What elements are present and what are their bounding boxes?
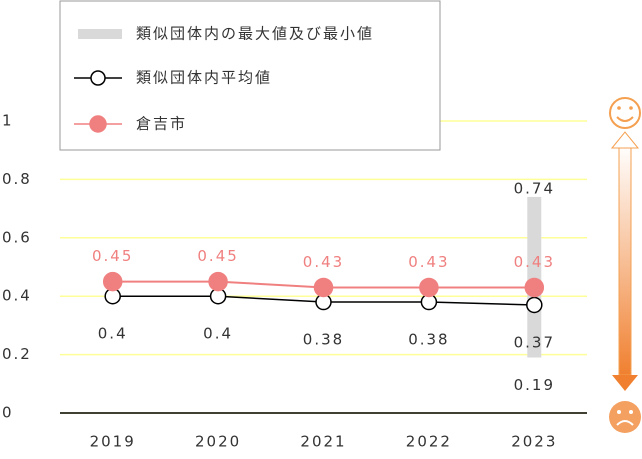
data-label: 0.45 — [197, 247, 238, 265]
plot-area: 0 0.2 0.4 0.6 0.8 1 2019 2020 2021 2022 2023 0.74 0.… — [2, 112, 587, 451]
y-tick-label: 0.2 — [2, 345, 32, 363]
range-max-label: 0.74 — [514, 179, 555, 197]
range-min-label: 0.19 — [514, 376, 555, 394]
x-tick-label: 2020 — [195, 433, 241, 451]
y-tick-label: 1 — [2, 112, 14, 130]
data-label: 0.43 — [408, 253, 449, 271]
data-point — [524, 277, 545, 298]
y-tick-label: 0.6 — [2, 228, 32, 246]
data-label: 0.4 — [98, 325, 128, 343]
data-label: 0.43 — [514, 253, 555, 271]
legend-marker — [89, 115, 107, 133]
legend-label: 倉吉市 — [136, 115, 187, 133]
data-label: 0.38 — [303, 331, 344, 349]
data-point — [208, 271, 228, 292]
data-label: 0.45 — [92, 247, 133, 265]
data-label: 0.43 — [303, 253, 344, 271]
x-tick-label: 2019 — [90, 433, 136, 451]
data-label: 0.38 — [408, 331, 449, 349]
range-bar — [527, 196, 542, 358]
legend-label: 類似団体内平均値 — [136, 69, 272, 87]
x-tick-label: 2023 — [511, 433, 557, 451]
legend-marker — [90, 70, 106, 86]
data-point — [102, 271, 123, 292]
x-tick-label: 2022 — [406, 433, 452, 451]
data-label: 0.37 — [514, 333, 555, 351]
bad-indicator — [609, 401, 641, 433]
legend-box — [59, 0, 441, 151]
good-indicator — [609, 97, 641, 129]
y-tick-label: 0.8 — [2, 170, 32, 188]
data-point — [419, 277, 439, 298]
direction-arrow — [610, 131, 640, 391]
x-tick-label: 2021 — [300, 433, 346, 451]
legend-label: 類似団体内の最大値及び最小値 — [136, 25, 374, 43]
y-tick-label: 0.4 — [2, 287, 32, 305]
data-point — [526, 296, 543, 314]
data-point — [313, 277, 334, 298]
legend-swatch — [78, 29, 122, 39]
y-tick-label: 0 — [2, 404, 14, 422]
data-label: 0.4 — [203, 325, 233, 343]
